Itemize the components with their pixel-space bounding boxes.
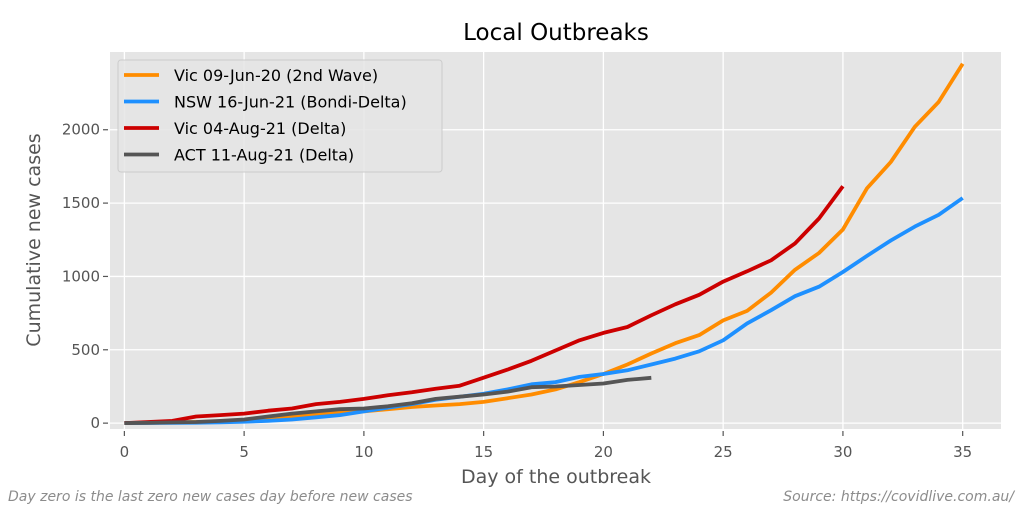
- series-line: [124, 185, 845, 425]
- x-tick-label: 35: [953, 443, 972, 461]
- series-line: [124, 196, 964, 425]
- x-axis-ticks: 0 5 10 15 20 25 30 35: [120, 431, 972, 461]
- legend-label: Vic 04-Aug-21 (Delta): [174, 119, 346, 138]
- x-tick-label: 10: [354, 443, 373, 461]
- legend-box: [117, 59, 443, 173]
- series-line: [124, 375, 652, 425]
- chart-title: Local Outbreaks: [463, 20, 649, 46]
- series-line: [124, 62, 965, 425]
- y-tick-label: 500: [71, 341, 100, 359]
- y-tick-label: 1500: [62, 194, 100, 212]
- y-axis-label: Cumulative new cases: [23, 133, 45, 346]
- legend-label: Vic 09-Jun-20 (2nd Wave): [174, 66, 378, 85]
- x-tick-label: 5: [239, 443, 249, 461]
- x-tick-label: 20: [594, 443, 613, 461]
- x-tick-label: 25: [714, 443, 733, 461]
- y-tick-label: 2000: [62, 121, 100, 139]
- legend: Vic 09-Jun-20 (2nd Wave) NSW 16-Jun-21 (B…: [117, 59, 443, 173]
- x-axis-label: Day of the outbreak: [461, 466, 651, 488]
- series-lines: [124, 62, 965, 425]
- x-tick-label: 15: [474, 443, 493, 461]
- y-axis-ticks: 0 500 1000 1500 2000: [62, 121, 108, 432]
- y-tick-label: 0: [90, 414, 100, 432]
- x-tick-label: 0: [120, 443, 130, 461]
- y-tick-label: 1000: [62, 267, 100, 285]
- footnote-source: Source: https://covidlive.com.au/: [783, 489, 1014, 505]
- legend-label: ACT 11-Aug-21 (Delta): [174, 146, 354, 165]
- legend-label: NSW 16-Jun-21 (Bondi-Delta): [174, 93, 407, 112]
- x-tick-label: 30: [833, 443, 852, 461]
- footnote-left: Day zero is the last zero new cases day …: [8, 489, 413, 505]
